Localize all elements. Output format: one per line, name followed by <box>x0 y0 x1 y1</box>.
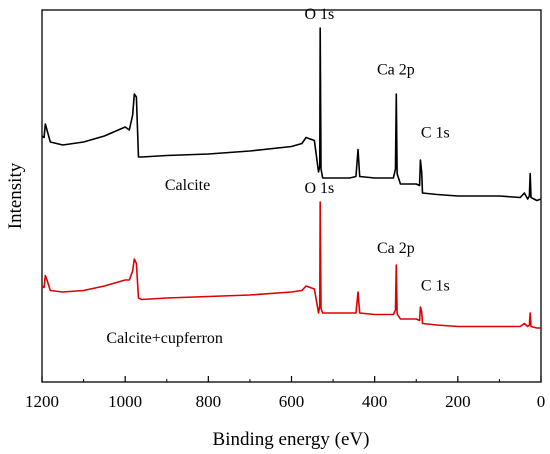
x-tick-label-600: 600 <box>279 392 305 411</box>
annotation-label: C 1s <box>421 125 450 142</box>
annotation-label: Calcite+cupferron <box>106 330 223 347</box>
x-axis-tick-labels: 1200 1000 800 600 400 200 0 <box>25 392 545 411</box>
x-tick-label-1000: 1000 <box>108 392 142 411</box>
annotation-label: O 1s <box>304 6 334 23</box>
annotation-label: O 1s <box>304 180 334 197</box>
annotation-layer: O 1s Ca 2p C 1s Calcite O 1s Ca 2p C 1s Calcite… <box>106 6 449 347</box>
x-axis-title: Binding energy (eV) <box>213 429 370 450</box>
series-line-0 <box>41 27 542 202</box>
x-tick-label-1200: 1200 <box>25 392 59 411</box>
x-axis-ticks <box>41 376 542 382</box>
annotation-label: Ca 2p <box>377 62 415 79</box>
x-tick-label-200: 200 <box>445 392 471 411</box>
x-tick-label-0: 0 <box>537 392 546 411</box>
x-tick-label-400: 400 <box>362 392 388 411</box>
annotation-label: C 1s <box>421 278 450 295</box>
annotation-label: Calcite <box>165 177 210 194</box>
y-axis-title: Intensity <box>5 162 26 229</box>
series-line-1 <box>41 201 541 329</box>
series-layer <box>41 27 542 329</box>
x-tick-label-800: 800 <box>196 392 222 411</box>
annotation-label: Ca 2p <box>377 240 415 257</box>
